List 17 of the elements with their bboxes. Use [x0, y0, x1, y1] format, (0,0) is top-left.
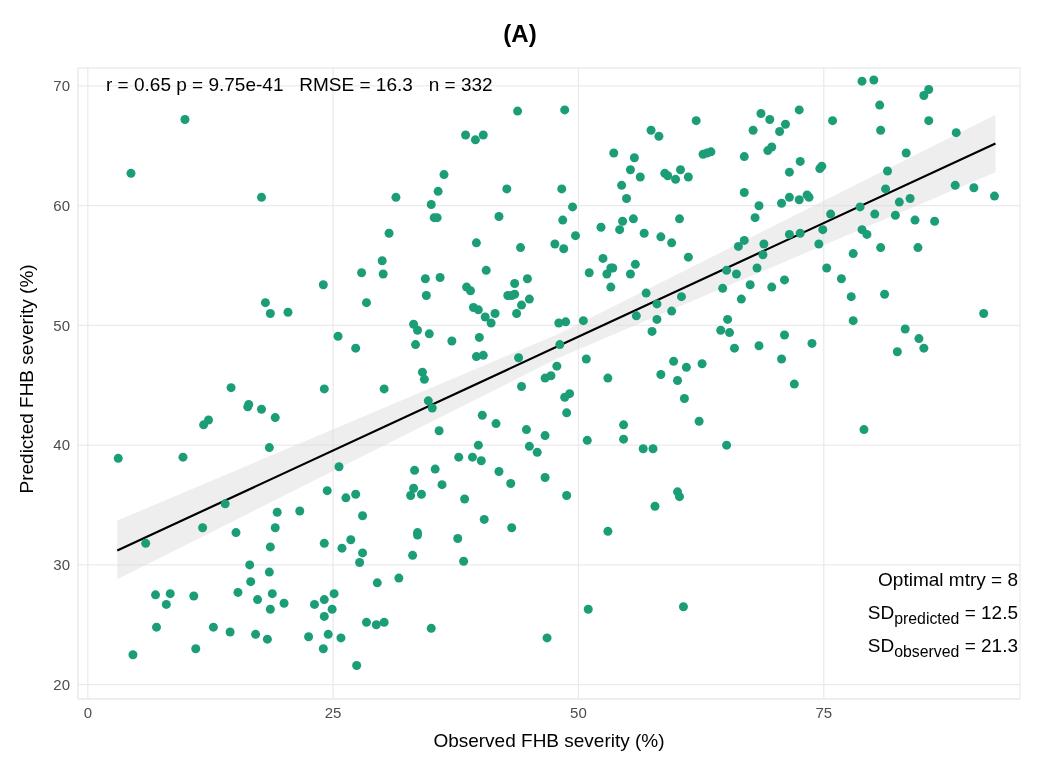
y-tick-label: 50	[53, 316, 70, 334]
annotation: SD$_{observed}$ = 21.3	[867, 635, 1018, 661]
y-tick-label: 70	[53, 77, 70, 95]
y-tick-label: 60	[53, 197, 70, 215]
annotation: SD$_{predicted}$ = 12.5	[867, 602, 1018, 628]
x-tick-label: 50	[570, 703, 587, 721]
chart-title: (A)	[502, 20, 538, 48]
y-tick-label: 40	[53, 436, 70, 454]
x-tick-label: 25	[324, 703, 342, 721]
y-tick-label: 20	[53, 675, 70, 693]
x-axis-title: Observed FHB severity (%)	[433, 730, 665, 751]
y-tick-label: 30	[53, 556, 70, 574]
annotation: r = 0.65 p = 9.75e-41 RMSE = 16.3 n = 332	[106, 74, 493, 96]
y-axis-title: Predicted FHB severity (%)	[15, 264, 37, 494]
x-tick-label: 0	[83, 703, 92, 721]
annotation: Optimal mtry = 8	[878, 569, 1018, 591]
x-tick-label: 75	[815, 703, 833, 721]
